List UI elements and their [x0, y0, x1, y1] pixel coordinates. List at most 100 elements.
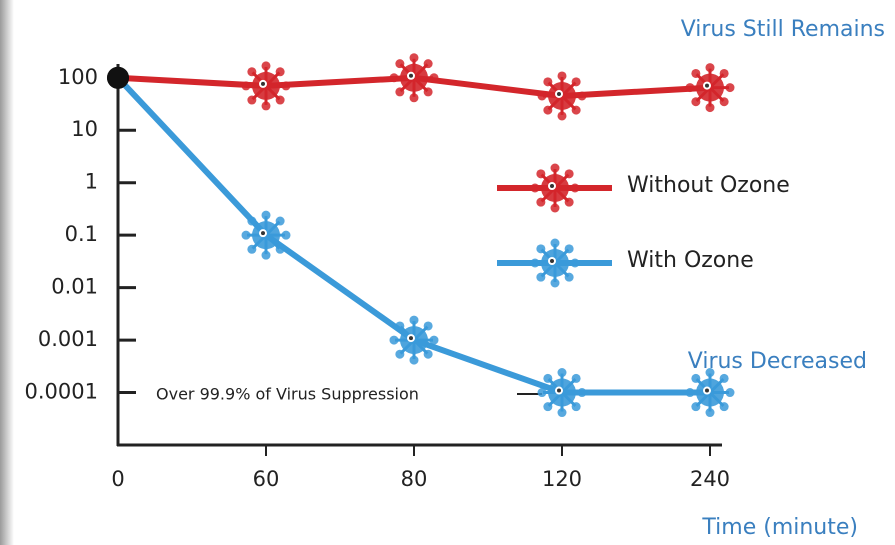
- x-tick-label: 0: [111, 467, 124, 491]
- virus-knob: [423, 349, 433, 359]
- y-tick-label: 100: [58, 65, 98, 89]
- virus-knob: [281, 230, 291, 240]
- virus-knob: [530, 183, 540, 193]
- virus-knob: [705, 63, 715, 73]
- virus-knob: [275, 95, 285, 105]
- virus-knob: [691, 97, 701, 107]
- virus-knob: [261, 101, 271, 111]
- x-tick-label: 240: [690, 467, 730, 491]
- virus-knob: [247, 67, 257, 77]
- virus-knob: [705, 368, 715, 378]
- virus-knob: [571, 105, 581, 115]
- virus-knob: [557, 111, 567, 121]
- virus-knob: [241, 230, 251, 240]
- virus-knob: [530, 258, 540, 268]
- virus-knob: [691, 402, 701, 412]
- virus-knob: [536, 244, 546, 254]
- virus-pupil: [409, 73, 413, 78]
- virus-marker: [389, 53, 439, 103]
- virus-knob: [423, 59, 433, 69]
- x-axis-label: Time (minute): [701, 515, 858, 540]
- virus-knob: [719, 373, 729, 383]
- virus-knob: [691, 373, 701, 383]
- virus-knob: [261, 61, 271, 71]
- virus-marker: [530, 163, 580, 213]
- virus-knob: [537, 91, 547, 101]
- virus-knob: [247, 216, 257, 226]
- x-tick-label: 80: [401, 467, 428, 491]
- virus-knob: [409, 93, 419, 103]
- virus-pupil: [557, 91, 561, 96]
- virus-knob: [429, 73, 439, 83]
- virus-knob: [423, 87, 433, 97]
- virus-knob: [429, 335, 439, 345]
- virus-knob: [543, 77, 553, 87]
- virus-knob: [691, 68, 701, 78]
- virus-marker: [537, 71, 587, 121]
- legend-label: With Ozone: [627, 248, 754, 273]
- y-tick-label: 10: [71, 117, 98, 141]
- virus-pupil: [705, 83, 709, 88]
- annotation: Virus Still Remains: [681, 17, 885, 42]
- virus-knob: [557, 408, 567, 418]
- virus-knob: [275, 67, 285, 77]
- virus-knob: [389, 335, 399, 345]
- virus-knob: [725, 388, 735, 398]
- virus-knob: [685, 388, 695, 398]
- virus-knob: [557, 368, 567, 378]
- virus-knob: [570, 258, 580, 268]
- virus-knob: [571, 402, 581, 412]
- virus-knob: [564, 197, 574, 207]
- virus-knob: [725, 83, 735, 93]
- virus-pupil: [261, 231, 265, 236]
- virus-knob: [543, 105, 553, 115]
- virus-knob: [564, 272, 574, 282]
- y-tick-label: 0.001: [38, 327, 98, 351]
- legend-label: Without Ozone: [627, 173, 790, 198]
- annotation: Over 99.9% of Virus Suppression: [156, 385, 419, 404]
- virus-knob: [564, 244, 574, 254]
- virus-knob: [719, 402, 729, 412]
- virus-knob: [261, 250, 271, 260]
- virus-knob: [261, 210, 271, 220]
- virus-knob: [409, 53, 419, 63]
- virus-knob: [577, 91, 587, 101]
- annotation: Virus Decreased: [688, 349, 867, 374]
- virus-knob: [275, 244, 285, 254]
- virus-knob: [685, 83, 695, 93]
- virus-knob: [409, 315, 419, 325]
- virus-knob: [571, 373, 581, 383]
- virus-marker: [537, 368, 587, 418]
- x-tick-label: 60: [253, 467, 280, 491]
- virus-knob: [705, 103, 715, 113]
- virus-knob: [389, 73, 399, 83]
- virus-knob: [550, 163, 560, 173]
- virus-knob: [577, 388, 587, 398]
- y-tick-label: 0.0001: [25, 380, 98, 404]
- virus-knob: [395, 59, 405, 69]
- start-point: [107, 66, 129, 89]
- virus-marker: [685, 63, 735, 113]
- virus-knob: [564, 169, 574, 179]
- virus-knob: [719, 97, 729, 107]
- x-tick-label: 120: [542, 467, 582, 491]
- y-tick-label: 0.01: [51, 275, 98, 299]
- virus-knob: [543, 373, 553, 383]
- virus-knob: [241, 81, 251, 91]
- virus-pupil: [557, 388, 561, 393]
- virus-pupil: [705, 388, 709, 393]
- virus-knob: [395, 87, 405, 97]
- virus-marker: [241, 210, 291, 260]
- virus-knob: [550, 203, 560, 213]
- virus-knob: [395, 349, 405, 359]
- virus-knob: [409, 355, 419, 365]
- virus-knob: [423, 321, 433, 331]
- virus-knob: [543, 402, 553, 412]
- virus-knob: [570, 183, 580, 193]
- virus-knob: [550, 238, 560, 248]
- virus-knob: [536, 197, 546, 207]
- virus-marker: [530, 238, 580, 288]
- virus-knob: [705, 408, 715, 418]
